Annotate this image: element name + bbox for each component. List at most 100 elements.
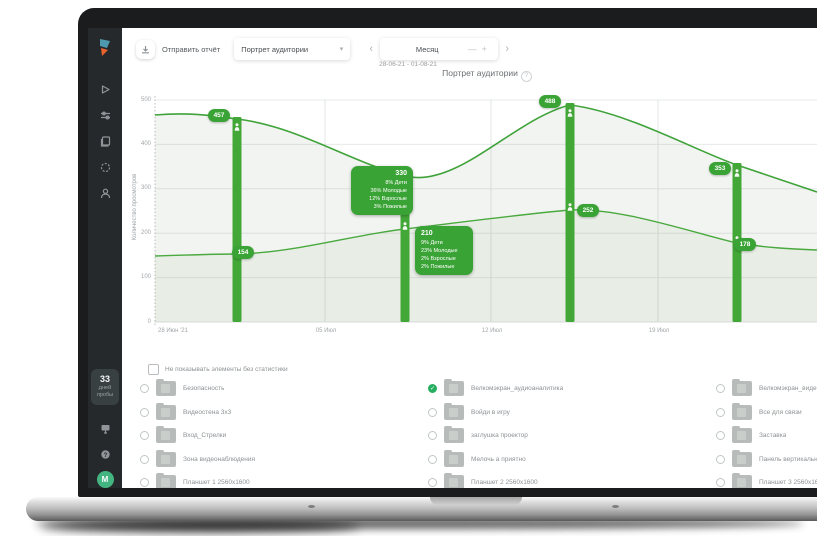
download-report-button[interactable] xyxy=(136,39,155,59)
playlist-filter-grid: Безопасность Видеостена 3х3 Вход_Стрелки… xyxy=(140,379,817,488)
playlist-item[interactable]: Видеостена 3х3 xyxy=(140,402,428,421)
app-window: 33 дней пробы ? М От xyxy=(88,28,817,488)
hide-empty-filter[interactable]: Не показывать элементы без статистики xyxy=(148,364,288,375)
prev-period-button[interactable]: ‹ xyxy=(369,43,374,55)
playlist-item-label: Заставка xyxy=(759,432,787,439)
radio-button-icon[interactable] xyxy=(716,431,725,440)
spinner-progress-icon[interactable] xyxy=(90,154,120,180)
period-value: Месяц xyxy=(415,44,439,54)
radio-button-icon[interactable] xyxy=(716,384,725,393)
app-sidebar: 33 дней пробы ? М xyxy=(88,28,122,488)
playlist-item[interactable]: Велкомэкран_аудиоаналитика xyxy=(428,379,716,397)
playlist-item[interactable]: Войди в игру xyxy=(428,402,716,421)
folder-icon xyxy=(732,379,752,396)
folder-icon xyxy=(156,473,176,488)
playlist-item-label: Велкомэкран_видеоаналитика xyxy=(759,385,817,392)
playlist-item-label: Планшет 3 2560х1600 xyxy=(759,479,817,486)
help-icon[interactable]: ? xyxy=(90,441,120,467)
trial-days-count: 33 xyxy=(99,374,110,384)
report-type-dropdown[interactable]: Портрет аудитории ▾ xyxy=(234,38,351,60)
zoom-out-button[interactable]: — xyxy=(467,44,477,54)
hide-empty-label: Не показывать элементы без статистики xyxy=(165,366,288,373)
playlist-item[interactable]: Панель вертикальная внутренняя xyxy=(716,449,817,468)
radio-button-icon[interactable] xyxy=(140,478,149,487)
playlist-item-label: Зона видеонаблюдения xyxy=(183,455,255,463)
radio-button-icon[interactable] xyxy=(428,431,437,440)
chevron-down-icon: ▾ xyxy=(339,46,344,53)
playlist-item-label: Безопасность xyxy=(183,385,225,392)
documents-icon[interactable] xyxy=(90,128,120,154)
laptop-shadow xyxy=(34,518,804,529)
radio-button-icon[interactable] xyxy=(428,407,437,417)
playlist-item[interactable]: Безопасность xyxy=(140,379,428,397)
radio-button-icon[interactable] xyxy=(140,454,149,464)
radio-button-icon[interactable] xyxy=(140,384,149,393)
x-tick-label: 05 Июл xyxy=(315,328,337,334)
playlist-item-label: Велкомэкран_аудиоаналитика xyxy=(471,385,564,392)
playlist-item[interactable]: Мелочь а приятно xyxy=(428,449,716,468)
playlist-item[interactable]: Вход_Стрелки xyxy=(140,426,428,444)
value-badge: 457 xyxy=(208,109,230,122)
folder-icon xyxy=(444,473,464,488)
folder-icon xyxy=(732,449,752,467)
send-report-button[interactable]: Отправить отчёт xyxy=(162,44,221,54)
trial-days-badge[interactable]: 33 дней пробы xyxy=(91,369,119,405)
main-content: Отправить отчёт Портрет аудитории ▾ ‹ Ме… xyxy=(122,28,817,488)
radio-button-icon[interactable] xyxy=(428,454,437,464)
playlist-item[interactable]: Все для связи xyxy=(716,402,817,421)
playlist-item-label: Войди в игру xyxy=(471,408,510,416)
info-icon[interactable]: ? xyxy=(520,71,532,82)
folder-icon xyxy=(444,379,464,396)
date-range-label: 28-06-21 - 01-08-21 xyxy=(379,61,437,68)
value-badge: 488 xyxy=(539,95,561,108)
playlist-column: Безопасность Видеостена 3х3 Вход_Стрелки… xyxy=(140,379,428,488)
radio-button-icon[interactable] xyxy=(140,407,149,417)
value-badge: 353 xyxy=(709,162,731,175)
playlist-item[interactable]: Зона видеонаблюдения xyxy=(140,449,428,468)
folder-icon xyxy=(156,426,176,443)
zoom-in-button[interactable]: + xyxy=(481,44,487,54)
value-badge: 252 xyxy=(577,204,599,217)
laptop-foot-dot xyxy=(308,505,315,508)
folder-icon xyxy=(156,379,176,396)
radio-button-icon[interactable] xyxy=(428,384,437,393)
radio-button-icon[interactable] xyxy=(140,431,149,440)
next-period-button[interactable]: › xyxy=(505,43,510,55)
folder-icon xyxy=(732,426,752,443)
display-monitor-icon[interactable] xyxy=(90,415,120,441)
app-logo-icon[interactable] xyxy=(97,38,113,62)
trial-days-label2: пробы xyxy=(96,392,114,398)
playlist-item[interactable]: Планшет 3 2560х1600 xyxy=(716,473,817,488)
radio-button-icon[interactable] xyxy=(428,478,437,487)
playlist-item-label: Вход_Стрелки xyxy=(183,432,227,439)
playlist-item[interactable]: заглушка проектор xyxy=(428,426,716,444)
playlist-item[interactable]: Заставка xyxy=(716,426,817,444)
value-badge: 154 xyxy=(232,246,254,259)
folder-icon xyxy=(444,426,464,443)
play-nav-icon[interactable] xyxy=(90,76,120,102)
playlist-item[interactable]: Планшет 2 2560х1600 xyxy=(428,473,716,488)
radio-button-icon[interactable] xyxy=(716,407,725,417)
radio-button-icon[interactable] xyxy=(716,478,725,487)
audience-tooltip: 210 9% Дети 23% Молодые 2% Взрослые 2% П… xyxy=(415,226,473,275)
playlist-item[interactable]: Планшет 1 2560х1600 xyxy=(140,473,428,488)
laptop-screen: 33 дней пробы ? М От xyxy=(78,8,817,497)
playlist-item-label: Видеостена 3х3 xyxy=(183,408,232,416)
folder-icon xyxy=(732,402,752,420)
folder-icon xyxy=(156,449,176,467)
radio-button-icon[interactable] xyxy=(716,454,725,464)
stats-sliders-icon[interactable] xyxy=(90,102,120,128)
user-avatar[interactable]: М xyxy=(96,471,114,488)
playlist-item-label: Панель вертикальная внутренняя xyxy=(759,455,817,463)
playlist-item-label: заглушка проектор xyxy=(471,432,528,439)
x-tick-label: 19 Июл xyxy=(648,328,670,334)
svg-text:?: ? xyxy=(103,452,107,458)
playlist-column: Велкомэкран_видеоаналитика Все для связи… xyxy=(716,379,817,488)
x-tick-label: 12 Июл xyxy=(481,328,503,334)
period-selector[interactable]: Месяц — + xyxy=(380,38,499,60)
playlist-item[interactable]: Велкомэкран_видеоаналитика xyxy=(716,379,817,397)
user-icon[interactable] xyxy=(90,180,120,206)
hide-empty-checkbox[interactable] xyxy=(148,364,159,375)
tooltip-value: 330 xyxy=(395,170,407,177)
